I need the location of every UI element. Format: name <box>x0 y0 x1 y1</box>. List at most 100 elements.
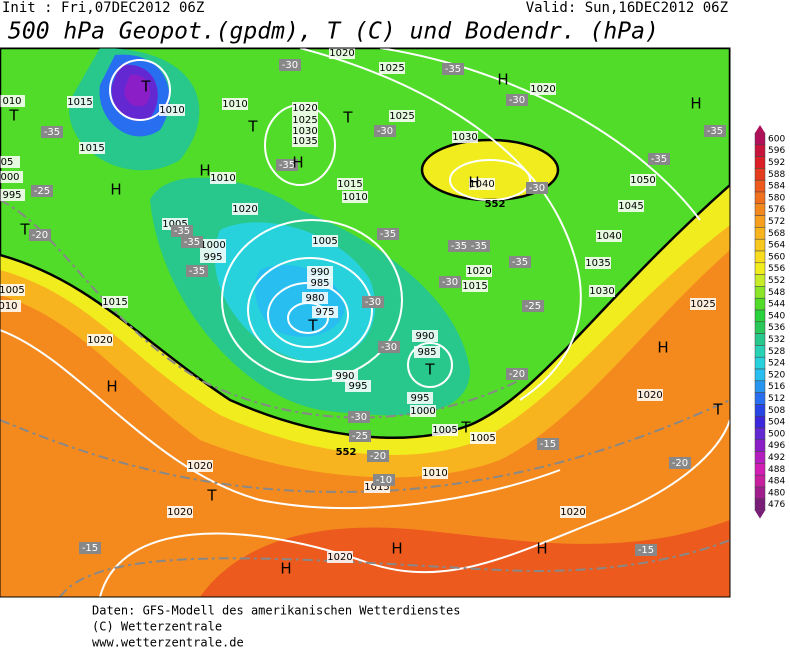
isobar-label-box <box>589 285 615 297</box>
temperature-label-box <box>526 182 548 194</box>
temperature-label: -30 <box>381 342 397 353</box>
pressure-center: H <box>199 162 210 180</box>
isobar-label-box <box>232 203 258 215</box>
isobar-label-box <box>470 432 496 444</box>
temperature-label-box <box>29 229 51 241</box>
colorbar-label: 568 <box>768 229 785 239</box>
isobar-label-box <box>0 171 23 183</box>
colorbar-swatch <box>754 132 766 146</box>
isobar-label-box <box>79 142 105 154</box>
temperature-label: -20 <box>672 458 688 469</box>
isobar-label-box <box>0 156 20 168</box>
isobar-label-box <box>327 551 353 563</box>
temperature-label: -30 <box>351 412 367 423</box>
isobar-label: 1010 <box>342 192 367 203</box>
isobar-label: 1015 <box>102 297 127 308</box>
colorbar-swatch <box>754 463 766 476</box>
isobar-label: 1020 <box>232 204 257 215</box>
pressure-center: H <box>292 154 303 172</box>
isobar-label: 1030 <box>292 126 317 137</box>
temperature-label: -35 <box>512 257 528 268</box>
isobar-label: 1025 <box>379 63 404 74</box>
pressure-center: T <box>712 401 723 419</box>
colorbar-label: 532 <box>768 335 785 345</box>
isobar-label-box <box>0 189 25 201</box>
isobar-label-box <box>412 330 438 342</box>
isobar-label: 985 <box>310 278 329 289</box>
isobar-label: 1020 <box>187 461 212 472</box>
isobar-label-box <box>410 405 436 417</box>
isobar-label: 1015 <box>462 281 487 292</box>
colorbar-swatch <box>754 415 766 429</box>
temperature-label: -30 <box>282 60 298 71</box>
isobar-label-box <box>596 230 622 242</box>
contour-label: 552 <box>485 199 506 210</box>
temperature-label: -20 <box>32 230 48 241</box>
colorbar-swatch <box>754 144 766 157</box>
colorbar-swatch <box>754 250 766 264</box>
pressure-center: T <box>206 487 217 505</box>
isobar-label-box <box>389 110 415 122</box>
isobar-label-box <box>560 506 586 518</box>
colorbar-label: 564 <box>768 241 785 251</box>
temperature-label-box <box>506 368 528 380</box>
temperature-label-box <box>279 59 301 71</box>
colorbar-label: 512 <box>768 394 785 404</box>
pressure-center: H <box>280 560 291 578</box>
temperature-label: -35 <box>471 241 487 252</box>
isobar-label: 000 <box>0 172 19 183</box>
pressure-center: H <box>536 540 547 558</box>
isobar-label: 05 <box>1 157 14 168</box>
isobar-label: 1005 <box>312 236 337 247</box>
isobar-label-box <box>432 424 458 436</box>
isobar-label: 1035 <box>292 136 317 147</box>
isobar-label-box <box>332 370 358 382</box>
colorbar-swatch <box>754 262 766 275</box>
isobar-label-box <box>379 62 405 74</box>
colorbar-swatch <box>754 451 766 464</box>
colorbar-label: 476 <box>768 500 785 510</box>
isobar-label-box <box>469 178 495 190</box>
isobar-label: 1005 <box>432 425 457 436</box>
temperature-label: -35 <box>445 64 461 75</box>
isobar-label-box <box>630 174 656 186</box>
temperature-label: -35 <box>651 154 667 165</box>
isobar-label: 1005 <box>162 219 187 230</box>
isobar-label-box <box>345 380 371 392</box>
temperature-label: -35 <box>380 229 396 240</box>
isobar-label: 985 <box>417 347 436 358</box>
pressure-center: H <box>497 71 508 89</box>
isobar-label-box <box>329 48 355 59</box>
colorbar-label: 508 <box>768 406 785 416</box>
init-time: Init : Fri,07DEC2012 06Z <box>2 0 204 16</box>
temperature-label: -35 <box>707 126 723 137</box>
isobar-label-box <box>0 95 25 107</box>
colorbar-label: 540 <box>768 311 785 321</box>
temperature-label: -35 <box>174 226 190 237</box>
isobar-label-box <box>690 298 716 310</box>
temperature-label: -30 <box>442 277 458 288</box>
temperature-label: -10 <box>376 475 392 486</box>
pressure-center: H <box>391 540 402 558</box>
colorbar-label: 500 <box>768 429 785 439</box>
isobar-label: 010 <box>2 96 21 107</box>
isobar-label: 995 <box>348 381 367 392</box>
temperature-label: -30 <box>529 183 545 194</box>
pressure-center: T <box>140 78 151 96</box>
temperature-label: -35 <box>189 266 205 277</box>
isobar-label-box <box>187 460 213 472</box>
colorbar-label: 580 <box>768 193 785 203</box>
isobar-label-box <box>618 200 644 212</box>
colorbar-swatch <box>754 427 766 441</box>
isobar-label-box <box>312 235 338 247</box>
isobar-label: 1025 <box>292 115 317 126</box>
isobar-label: 1020 <box>329 48 354 59</box>
colorbar-label: 588 <box>768 170 785 180</box>
colorbar-label: 552 <box>768 276 785 286</box>
isobar-label: 995 <box>410 393 429 404</box>
isobar-label: 1020 <box>327 552 352 563</box>
pressure-center: H <box>110 181 121 199</box>
isobar-label: 010 <box>0 301 18 312</box>
colorbar-label: 488 <box>768 465 785 475</box>
